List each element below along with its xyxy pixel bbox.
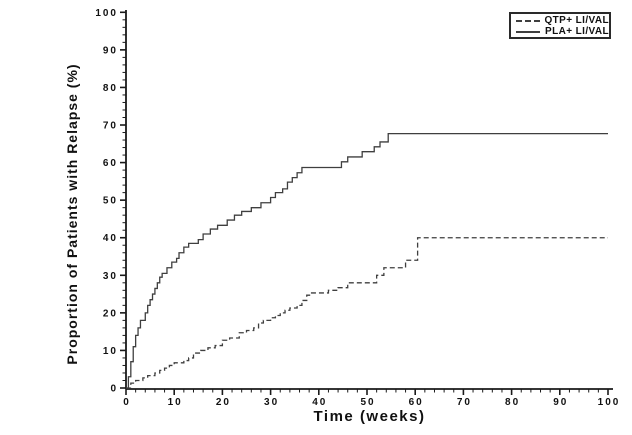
x-axis-title: Time (weeks): [313, 408, 426, 425]
legend-box: QTP+ LI/VAL PLA+ LI/VAL: [509, 12, 611, 39]
y-tick-label: 10: [103, 346, 118, 357]
y-tick-label: 80: [103, 83, 118, 94]
x-tick-label: 90: [553, 397, 568, 408]
x-tick-label: 0: [123, 397, 131, 408]
y-tick-label: 40: [103, 233, 118, 244]
y-tick-label: 100: [95, 8, 118, 19]
x-tick-label: 50: [360, 397, 375, 408]
y-tick-label: 30: [103, 271, 118, 282]
x-tick-label: 80: [505, 397, 520, 408]
y-tick-label: 90: [103, 45, 118, 56]
x-tick-label: 30: [264, 397, 279, 408]
y-tick-label: 60: [103, 158, 118, 169]
series-line-pla-li-val: [126, 133, 608, 389]
x-tick-label: 10: [168, 397, 183, 408]
legend-label-qtp: QTP+ LI/VAL: [544, 15, 609, 26]
x-tick-label: 40: [312, 397, 327, 408]
dashed-line-sample-icon: [516, 19, 540, 22]
y-tick-label: 0: [110, 384, 118, 395]
y-tick-label: 20: [103, 308, 118, 319]
solid-line-sample-icon: [516, 30, 541, 33]
x-tick-label: 20: [216, 397, 231, 408]
x-tick-label: 70: [457, 397, 472, 408]
series-line-qtp-li-val: [126, 237, 608, 389]
y-tick-label: 50: [103, 196, 118, 207]
y-axis-title: Proportion of Patients with Relapse (%): [64, 63, 80, 365]
x-tick-label: 60: [409, 397, 424, 408]
legend-item-pla: PLA+ LI/VAL: [511, 26, 609, 37]
legend-item-qtp: QTP+ LI/VAL: [511, 15, 609, 26]
x-tick-label: 100: [598, 397, 621, 408]
y-tick-label: 70: [103, 121, 118, 132]
legend-label-pla: PLA+ LI/VAL: [545, 26, 609, 37]
